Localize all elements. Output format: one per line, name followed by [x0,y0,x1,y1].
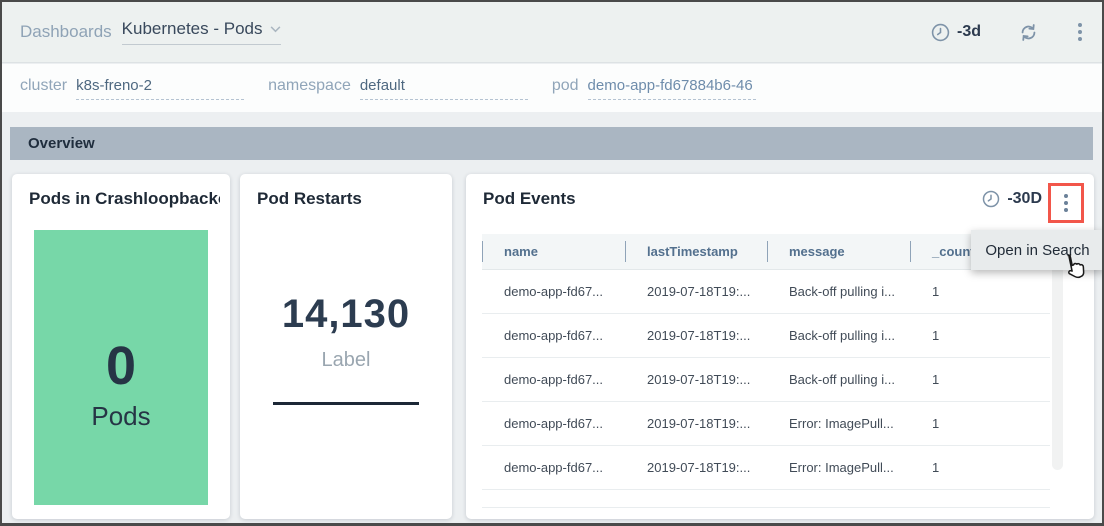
cell-last-timestamp: 2019-07-18T19:... [647,328,751,343]
filter-label: cluster [20,76,68,94]
time-range-control[interactable]: -3d [931,23,981,42]
menu-item-open-in-search[interactable]: Open in Search [985,241,1090,259]
filter-value-input[interactable]: demo-app-fd67884b6-46 [587,77,756,100]
cell-message: Back-off pulling i... [789,372,895,387]
panel-title: Pod Restarts [257,189,362,208]
cell-last-timestamp: 2019-07-18T19:... [647,460,751,475]
table-row[interactable]: demo-app-fd67... 2019-07-18T19:... Error… [482,446,1050,490]
top-bar: Dashboards Kubernetes - Pods -3d [2,2,1102,63]
crashloop-unit: Pods [91,401,151,431]
panel-menu-button-highlighted[interactable] [1048,183,1084,223]
table-row[interactable]: demo-app-fd67... 2019-07-18T19:... Back-… [482,358,1050,402]
filter-bar: cluster k8s-freno-2 namespace default po… [2,64,1102,112]
section-header-overview[interactable]: Overview [10,127,1093,160]
cell-message: Error: ImagePull... [789,416,894,431]
table-column-header[interactable]: name [482,234,625,269]
panel-pods-crashloop: Pods in Crashloopbacko 0 Pods [12,174,230,519]
cell-message: Back-off pulling i... [789,284,895,299]
restarts-label: Label [321,349,371,371]
breadcrumb: Dashboards [20,22,112,41]
section-title: Overview [28,135,95,152]
panel-title: Pods in Crashloopbacko [29,189,220,208]
cell-count: 1 [932,372,940,387]
restarts-value: 14,130 [281,292,411,336]
dashboard-menu-button[interactable] [1076,21,1084,43]
panel-context-menu: Open in Search [971,230,1102,270]
cell-name: demo-app-fd67... [504,328,604,343]
filter-label: namespace [268,76,351,94]
filter-label: pod [551,76,579,94]
cell-count: 1 [932,284,940,299]
cell-count: 1 [932,328,940,343]
cell-count: 1 [932,416,940,431]
chevron-down-icon [271,25,281,32]
panel-title: Pod Events [483,189,576,208]
crashloop-value: 0 [105,336,137,396]
clock-icon [931,23,950,41]
table-header-row: name lastTimestamp message _count [482,234,1050,270]
table-row[interactable]: demo-app-fd67... 2019-07-18T19:... Back-… [482,270,1050,314]
restarts-sparkline [273,402,419,405]
filter-value-input[interactable]: default [359,77,528,100]
clock-icon [983,190,1000,208]
time-range-value: -3d [957,23,981,40]
top-bar-actions: -3d [931,21,1084,43]
cell-last-timestamp: 2019-07-18T19:... [647,416,751,431]
cell-name: demo-app-fd67... [504,372,604,387]
kebab-icon [1062,192,1070,214]
panel-time-range-control[interactable]: -30D [982,190,1042,208]
panel-pod-events: Pod Events -30D name lastTimestamp messa… [466,174,1102,519]
cell-name: demo-app-fd67... [504,284,604,299]
filter-item: pod demo-app-fd67884b6-46 [552,77,756,100]
cell-message: Error: ImagePull... [789,460,894,475]
filter-value-input[interactable]: k8s-freno-2 [76,77,245,100]
cell-message: Back-off pulling i... [789,328,895,343]
panel-pod-restarts: Pod Restarts 14,130 Label [240,174,452,519]
refresh-icon [1021,23,1036,41]
crashloop-value-tile: 0 Pods [34,230,208,505]
table-body: demo-app-fd67... 2019-07-18T19:... Back-… [482,270,1050,490]
kebab-icon [1076,21,1084,43]
cell-last-timestamp: 2019-07-18T19:... [647,284,751,299]
panel-time-range-value: -30D [1007,190,1042,207]
cell-count: 1 [932,460,940,475]
pod-events-table: name lastTimestamp message _count demo-a… [482,234,1050,508]
table-column-header[interactable]: lastTimestamp [625,234,767,269]
table-row[interactable]: demo-app-fd67... 2019-07-18T19:... Back-… [482,314,1050,358]
refresh-button[interactable] [1019,23,1038,42]
dashboard-selector[interactable]: Kubernetes - Pods [121,19,282,45]
filter-item: namespace default [268,77,528,100]
cell-last-timestamp: 2019-07-18T19:... [647,372,751,387]
cell-name: demo-app-fd67... [504,416,604,431]
table-column-header[interactable]: _count [910,234,1050,269]
filter-item: cluster k8s-freno-2 [20,76,245,100]
mouse-cursor-hand-icon [1067,254,1085,279]
table-row[interactable]: demo-app-fd67... 2019-07-18T19:... Error… [482,402,1050,446]
dashboard-title: Kubernetes - Pods [121,19,263,38]
cell-name: demo-app-fd67... [504,460,604,475]
table-column-header[interactable]: message [767,234,910,269]
